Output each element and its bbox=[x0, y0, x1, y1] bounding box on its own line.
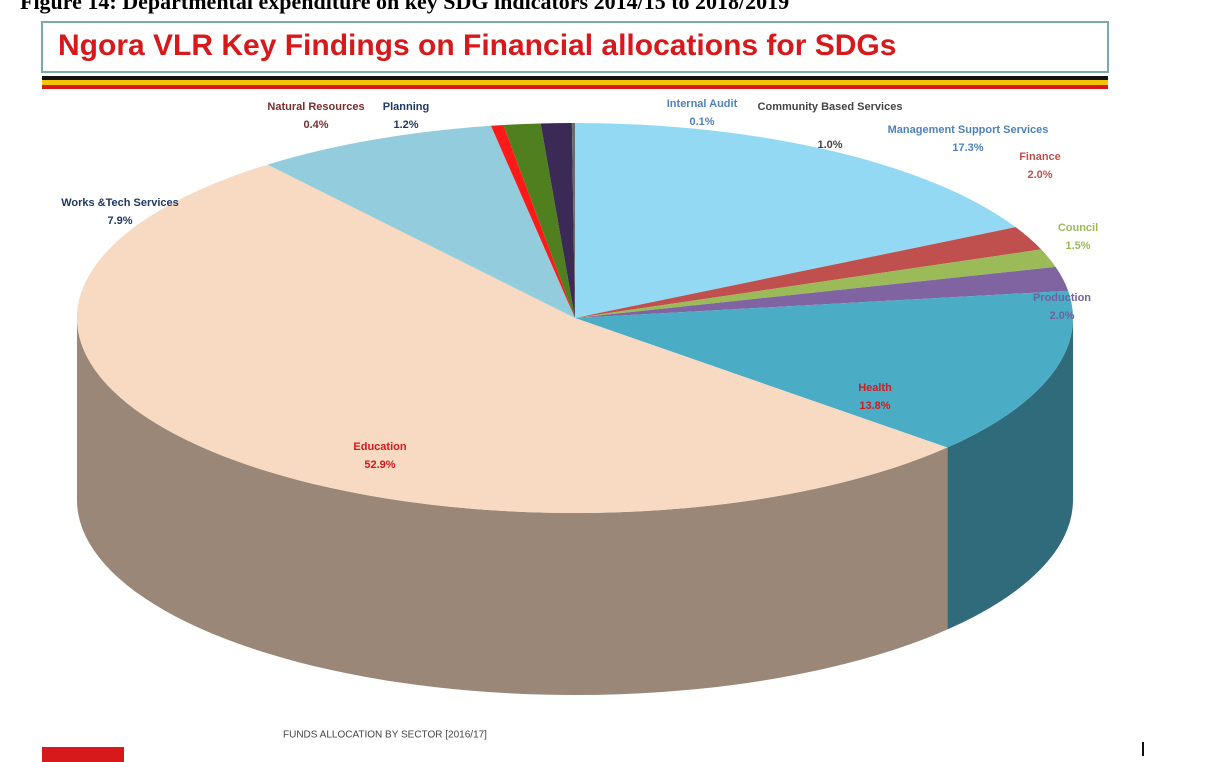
slice-label: Health bbox=[858, 382, 892, 394]
slice-value: 13.8% bbox=[859, 400, 890, 412]
slice-value: 17.3% bbox=[952, 142, 983, 154]
slice-value: 1.0% bbox=[817, 139, 842, 151]
footer: FUNDS ALLOCATION BY SECTOR [2016/17] bbox=[283, 730, 487, 741]
slice bbox=[571, 123, 575, 318]
pie bbox=[77, 123, 1074, 695]
slice-value: 52.9% bbox=[364, 459, 395, 471]
slice bbox=[575, 290, 1074, 448]
slice bbox=[77, 164, 948, 513]
slice-label: Production bbox=[1033, 292, 1091, 304]
slice-value: 2.0% bbox=[1049, 310, 1074, 322]
slice-label: Community Based Services bbox=[758, 101, 903, 113]
slice-value: 1.5% bbox=[1065, 240, 1090, 252]
slice-label: Planning bbox=[383, 101, 429, 113]
slice bbox=[491, 125, 575, 319]
slice-value: 0.1% bbox=[689, 116, 714, 128]
stripe bbox=[42, 85, 1108, 89]
slice-side bbox=[77, 318, 948, 695]
title-box bbox=[41, 21, 1109, 73]
slice-label: Management Support Services bbox=[888, 124, 1049, 136]
chart-title: Ngora VLR Key Findings on Financial allo… bbox=[58, 29, 896, 62]
slice-value: 2.0% bbox=[1027, 169, 1052, 181]
slice bbox=[575, 249, 1056, 318]
slice bbox=[575, 227, 1042, 318]
slice-label: Works &Tech Services bbox=[61, 197, 179, 209]
stripe bbox=[42, 76, 1108, 80]
slice-value: 1.2% bbox=[393, 119, 418, 131]
slice bbox=[503, 123, 575, 318]
slice-label: Council bbox=[1058, 222, 1098, 234]
slice bbox=[575, 123, 1016, 318]
slice bbox=[540, 123, 575, 318]
slice-label: Natural Resources bbox=[267, 101, 364, 113]
slice bbox=[575, 266, 1069, 318]
slice-value: 7.9% bbox=[107, 215, 132, 227]
stripe bbox=[42, 80, 1108, 85]
slice-side bbox=[947, 318, 1073, 630]
red-tab bbox=[42, 747, 124, 762]
slice-label: Internal Audit bbox=[667, 98, 738, 110]
slice-value: 0.4% bbox=[303, 119, 328, 131]
figure-caption: Figure 14: Departmental expenditure on k… bbox=[20, 0, 789, 14]
slice-label: Education bbox=[353, 441, 406, 453]
slice bbox=[267, 125, 575, 318]
slice-label: Finance bbox=[1019, 151, 1061, 163]
